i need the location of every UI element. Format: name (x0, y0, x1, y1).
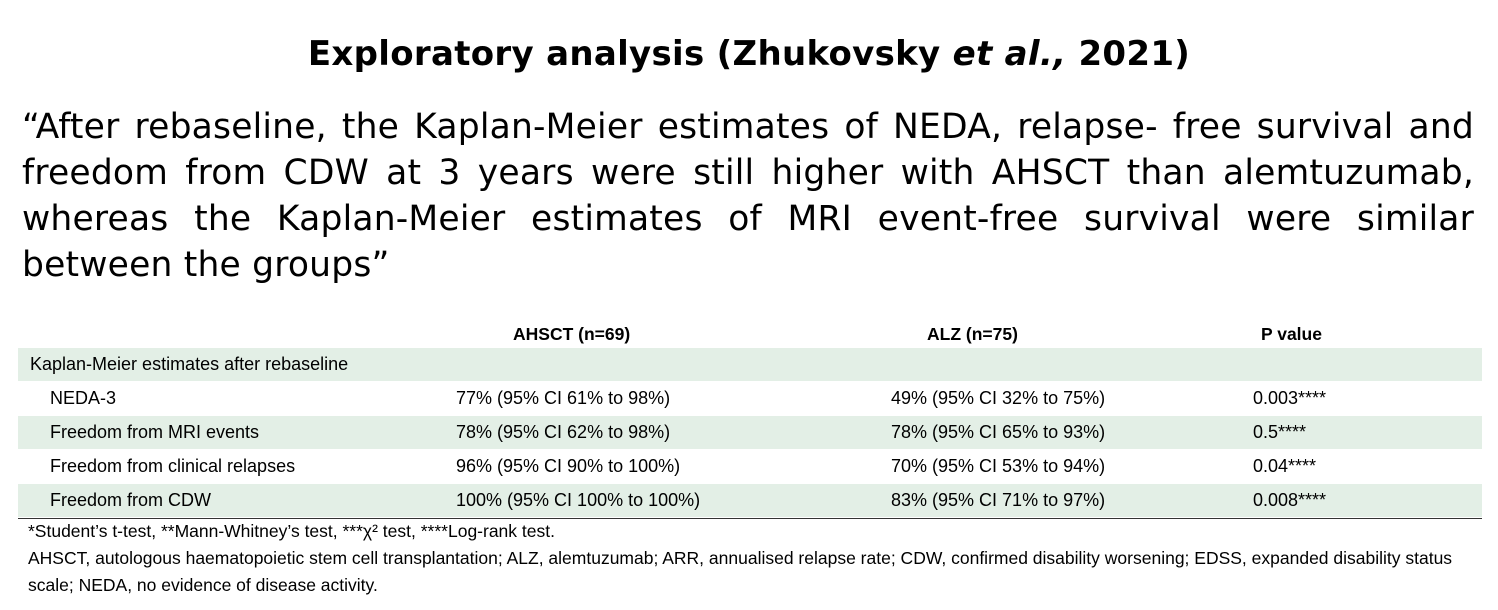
title-italic: et al., (952, 34, 1067, 74)
cell-ahsct: 78% (95% CI 62% to 98%) (456, 422, 671, 442)
header-ahsct: AHSCT (n=69) (513, 324, 631, 344)
row-label: Freedom from MRI events (50, 422, 260, 442)
table-header: AHSCT (n=69) ALZ (n=75) P value (18, 314, 1482, 348)
footnote-abbreviations: AHSCT, autologous haematopoietic stem ce… (28, 548, 1453, 595)
footnote-tests: *Student’s t-test, **Mann-Whitney’s test… (28, 521, 555, 541)
header-alz: ALZ (n=75) (927, 324, 1018, 344)
table-row: Freedom from MRI events 78% (95% CI 62% … (18, 416, 1482, 450)
row-label: NEDA-3 (50, 388, 117, 408)
section-label: Kaplan-Meier estimates after rebaseline (30, 354, 349, 374)
table-row: Freedom from clinical relapses 96% (95% … (18, 450, 1482, 484)
results-table: AHSCT (n=69) ALZ (n=75) P value Kaplan-M… (18, 314, 1482, 519)
cell-alz: 70% (95% CI 53% to 94%) (891, 456, 1106, 476)
section-row: Kaplan-Meier estimates after rebaseline (18, 348, 1482, 382)
quote-text: “After rebaseline, the Kaplan-Meier esti… (22, 107, 1474, 285)
cell-ahsct: 100% (95% CI 100% to 100%) (456, 490, 701, 510)
table-row: NEDA-3 77% (95% CI 61% to 98%) 49% (95% … (18, 382, 1482, 416)
table-bottom-rule (18, 518, 1482, 519)
row-label: Freedom from clinical relapses (50, 456, 296, 476)
cell-alz: 49% (95% CI 32% to 75%) (891, 388, 1106, 408)
cell-p-value: 0.008**** (1253, 490, 1327, 510)
table-row: Freedom from CDW 100% (95% CI 100% to 10… (18, 484, 1482, 518)
title-suffix: 2021) (1066, 34, 1191, 74)
slide-title: Exploratory analysis (Zhukovsky et al., … (0, 30, 1498, 78)
header-p-value: P value (1261, 324, 1322, 344)
cell-p-value: 0.003**** (1253, 388, 1327, 408)
row-label: Freedom from CDW (50, 490, 212, 510)
cell-p-value: 0.5**** (1253, 422, 1307, 442)
cell-alz: 83% (95% CI 71% to 97%) (891, 490, 1106, 510)
footnotes: *Student’s t-test, **Mann-Whitney’s test… (28, 518, 1468, 599)
cell-ahsct: 96% (95% CI 90% to 100%) (456, 456, 681, 476)
cell-alz: 78% (95% CI 65% to 93%) (891, 422, 1106, 442)
cell-p-value: 0.04**** (1253, 456, 1317, 476)
title-prefix: Exploratory analysis (Zhukovsky (307, 34, 953, 74)
cell-ahsct: 77% (95% CI 61% to 98%) (456, 388, 671, 408)
